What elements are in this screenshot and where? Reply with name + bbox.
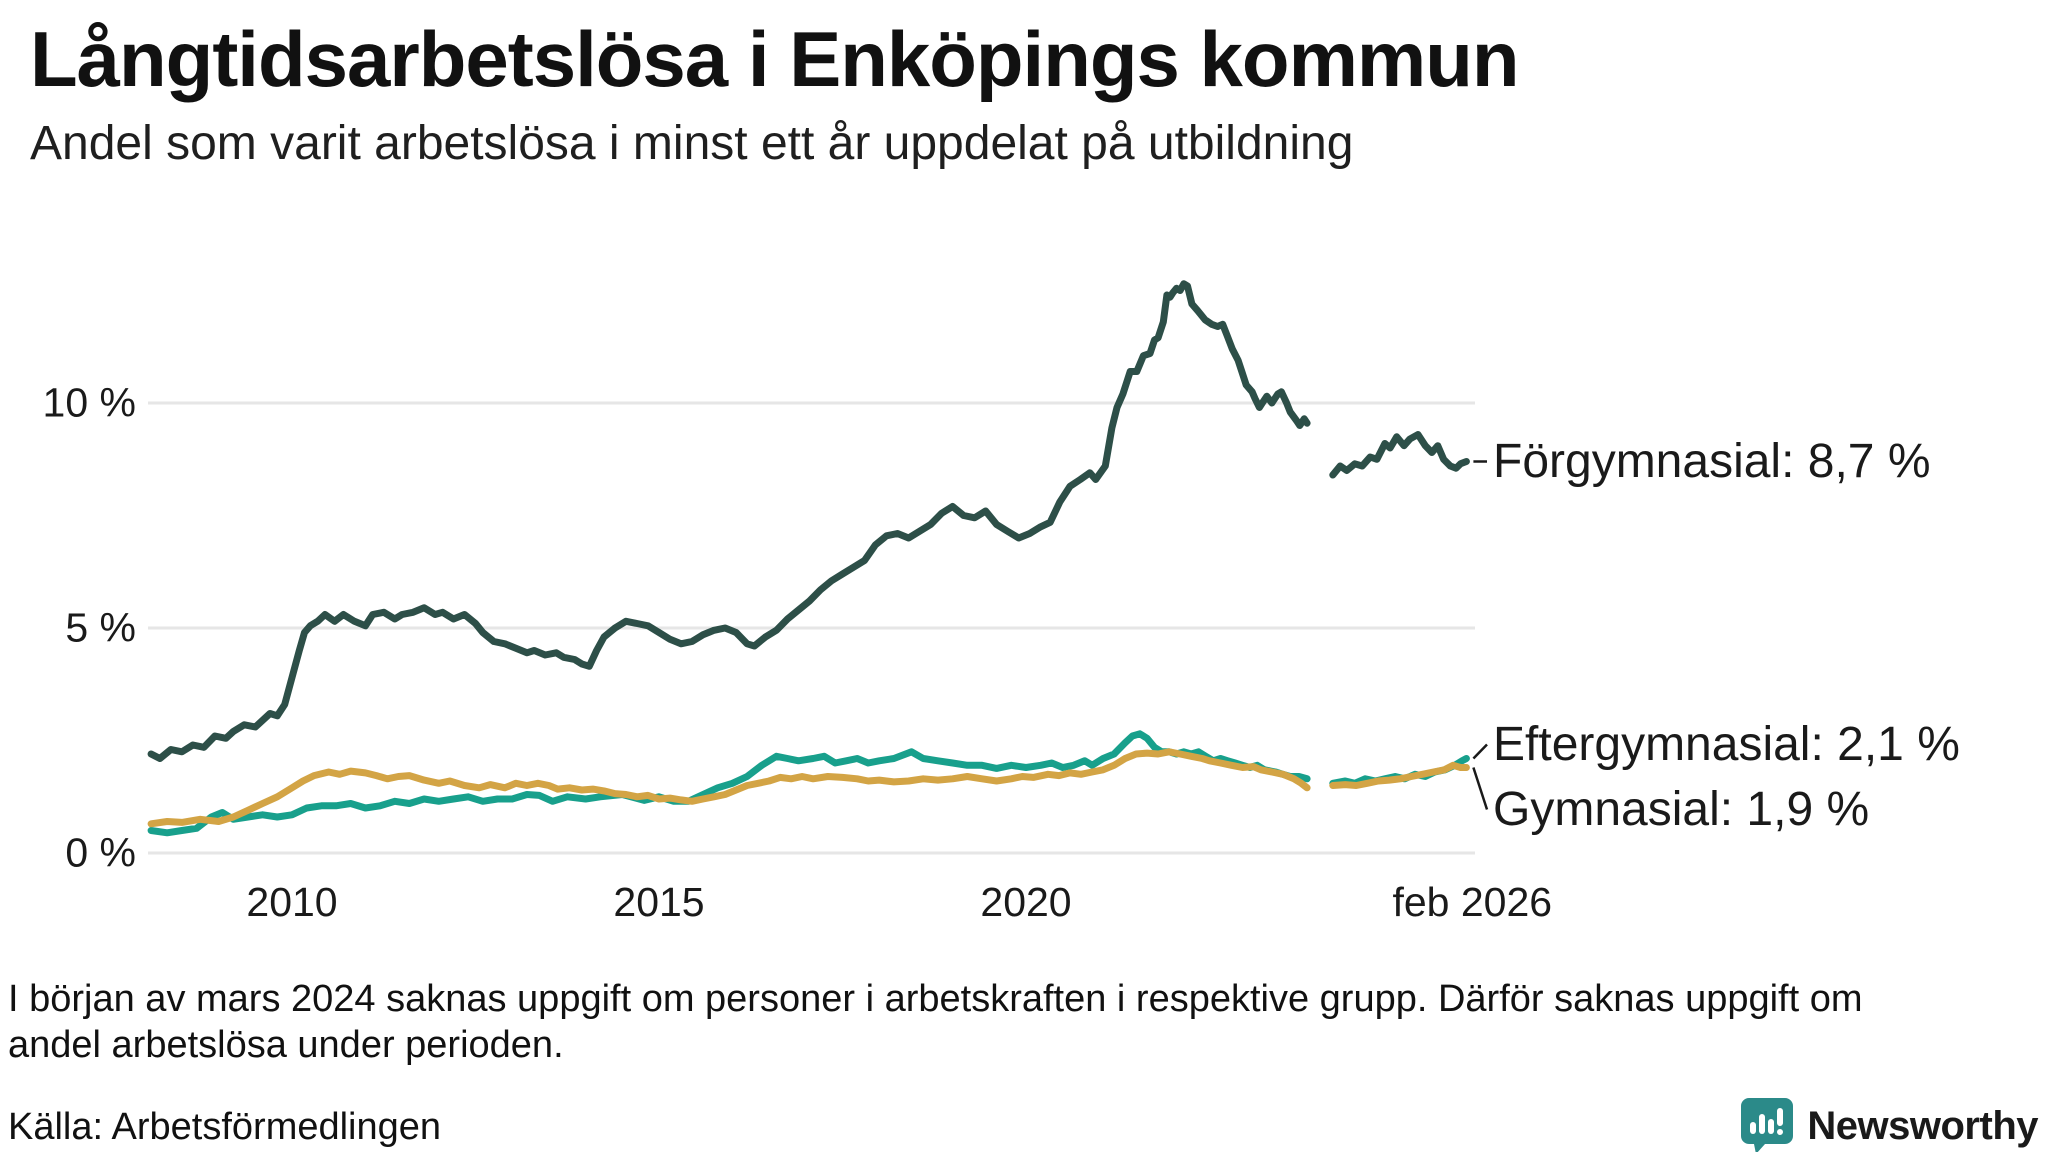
- y-axis-tick-10: 10 %: [42, 379, 136, 426]
- series-label-forgymnasial: Förgymnasial: 8,7 %: [1493, 434, 1931, 488]
- exclamation-dot: [1777, 1129, 1784, 1135]
- bar-icon-3: [1768, 1119, 1775, 1134]
- newsworthy-logo: Newsworthy: [1741, 1098, 2038, 1152]
- series-line-gymnasial-seg0: [147, 748, 1311, 828]
- page-subtitle: Andel som varit arbetslösa i minst ett å…: [30, 117, 1354, 170]
- bar-icon-2: [1759, 1114, 1766, 1134]
- footnote-line-2: andel arbetslösa under perioden.: [8, 1024, 564, 1066]
- x-axis-tick-2020: 2020: [980, 879, 1072, 925]
- series-line-gymnasial-seg1: [1329, 761, 1470, 789]
- footnote-line-1: I början av mars 2024 saknas uppgift om …: [8, 978, 1863, 1020]
- series-label-eftergymnasial: Eftergymnasial: 2,1 %: [1493, 717, 1960, 771]
- source-text: Källa: Arbetsförmedlingen: [8, 1106, 442, 1148]
- newsworthy-bubble-icon: [1741, 1098, 1794, 1152]
- series-line-eftergymnasial-seg0: [147, 730, 1311, 837]
- x-axis-tick-feb-2026: feb 2026: [1392, 879, 1553, 925]
- series-line-forgymnasial-seg1: [1329, 431, 1470, 479]
- series-label-gymnasial: Gymnasial: 1,9 %: [1493, 782, 1870, 836]
- page-title: Långtidsarbetslösa i Enköpings kommun: [30, 15, 1520, 103]
- bar-icon-1: [1750, 1122, 1757, 1134]
- exclamation-icon: [1777, 1108, 1784, 1126]
- label-connector-2: [1472, 767, 1489, 810]
- newsworthy-wordmark: Newsworthy: [1807, 1103, 2038, 1148]
- label-connector-1: [1472, 743, 1488, 760]
- footnote-text: I början av mars 2024 saknas uppgift om …: [8, 976, 2044, 1068]
- x-axis-tick-2010: 2010: [246, 879, 338, 925]
- y-axis-tick-5: 5 %: [65, 604, 136, 651]
- y-axis-tick-0: 0 %: [65, 829, 136, 876]
- x-axis-tick-2015: 2015: [613, 879, 705, 925]
- series-line-forgymnasial-seg0: [147, 280, 1311, 762]
